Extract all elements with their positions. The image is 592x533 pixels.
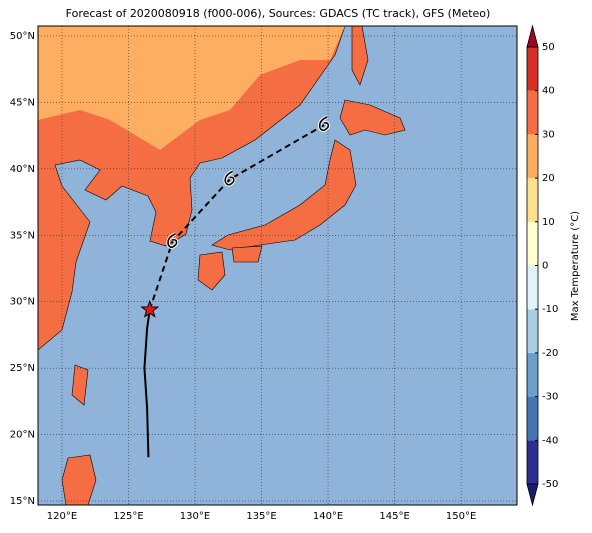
colorbar-bin <box>527 221 538 266</box>
x-tick-label: 145°E <box>379 511 409 522</box>
colorbar-tick-label: -50 <box>542 479 558 490</box>
y-tick-label: 20°N <box>10 430 35 441</box>
cyclone-marker <box>223 169 236 187</box>
cyclone-hook <box>167 233 178 248</box>
track-line <box>143 309 151 458</box>
colorbar-bin <box>527 265 538 310</box>
colorbar-tick-label: -40 <box>542 435 558 446</box>
map-frame <box>37 25 518 506</box>
x-tick-label: 150°E <box>446 511 476 522</box>
x-tick-label: 120°E <box>47 511 77 522</box>
y-tick-label: 35°N <box>10 230 35 241</box>
cyclone-hook <box>224 170 235 186</box>
y-tick-label: 30°N <box>10 297 35 308</box>
colorbar-bin <box>527 90 538 135</box>
colorbar-tick-label: 50 <box>542 42 555 53</box>
colorbar-tick-label: -10 <box>542 304 558 315</box>
basemap <box>38 26 517 505</box>
x-tick-label: 130°E <box>180 511 210 522</box>
colorbar-bin <box>527 309 538 353</box>
cyclone-marker <box>317 115 330 132</box>
colorbar-bin <box>527 134 538 179</box>
x-tick-label: 140°E <box>313 511 343 522</box>
colorbar-bin <box>527 396 538 441</box>
colorbar-extend-bottom <box>526 483 539 507</box>
y-tick-label: 45°N <box>10 97 35 108</box>
colorbar-bin <box>527 352 538 397</box>
track-line <box>148 124 325 310</box>
current-position <box>140 299 160 318</box>
colorbar-tick-label: 30 <box>542 129 555 140</box>
y-tick-label: 40°N <box>10 164 35 175</box>
colorbar-tick-label: 0 <box>542 261 548 272</box>
y-tick-label: 25°N <box>10 363 35 374</box>
x-tick-label: 135°E <box>246 511 276 522</box>
colorbar-tick-label: -30 <box>542 392 558 403</box>
cyclone-marker <box>166 232 179 249</box>
colorbar-tick-label: 40 <box>542 86 555 97</box>
colorbar-tick-label: -20 <box>542 348 558 359</box>
colorbar-tick-label: 20 <box>542 173 555 184</box>
colorbar-label: Max Temperature (°C) <box>570 211 581 321</box>
colorbar-extend-top <box>526 24 539 48</box>
colorbar-tick-label: 10 <box>542 217 555 228</box>
y-tick-label: 50°N <box>10 31 35 42</box>
colorbar-bin <box>527 47 538 91</box>
colorbar-bin <box>527 178 538 222</box>
title: Forecast of 2020080918 (f000-006), Sourc… <box>66 7 491 20</box>
colorbar-bin <box>527 440 538 484</box>
x-tick-label: 125°E <box>113 511 143 522</box>
cyclone-hook <box>318 116 330 132</box>
y-tick-label: 15°N <box>10 496 35 507</box>
